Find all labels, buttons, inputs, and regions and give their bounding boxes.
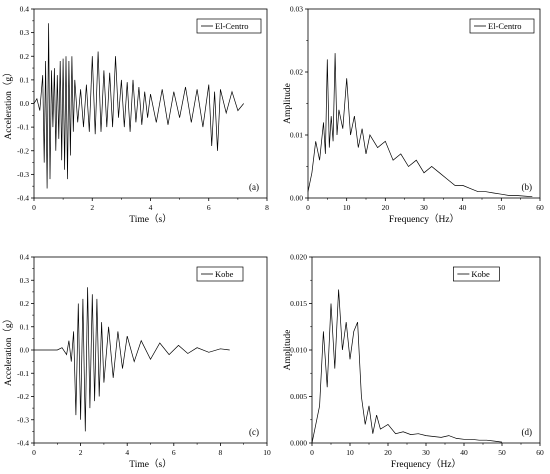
y-tick-label: 0.1 (20, 75, 30, 84)
x-tick-label: 60 (536, 203, 544, 212)
y-tick-label: -0.3 (17, 415, 29, 424)
x-tick-label: 50 (498, 448, 506, 457)
x-tick-label: 8 (265, 203, 269, 212)
y-tick-label: 0.01 (290, 131, 303, 140)
y-tick-label: 0.3 (20, 28, 30, 37)
x-tick-label: 40 (459, 203, 467, 212)
series-line (33, 23, 244, 189)
legend: Kobe (196, 266, 244, 282)
legend-label: Kobe (215, 269, 234, 279)
y-axis-label: Amplitude (283, 330, 293, 371)
y-tick-label: 0.020 (290, 253, 307, 262)
chart-panel-1: 0 2 4 6 8 -0.4 -0.3 -0.2 -0.1 0.0 0.1 0.2 0.3 0.4 Time… (2, 5, 269, 225)
legend-box (196, 266, 244, 282)
legend-label: Kobe (471, 269, 490, 279)
plot-frame (311, 256, 541, 444)
y-axis-label: Acceleration（g） (2, 314, 14, 386)
x-tick-label: 50 (498, 203, 506, 212)
x-tick-label: 60 (536, 448, 544, 457)
series-line (307, 53, 533, 198)
y-axis-label: Acceleration（g） (2, 67, 14, 139)
x-tick-label: 20 (382, 203, 390, 212)
y-tick-label: 0.00 (290, 194, 303, 203)
y-tick-label: 0.4 (20, 253, 30, 262)
y-axis-label: Amplitude (283, 83, 293, 124)
x-tick-label: 0 (32, 448, 36, 457)
x-tick-label: 10 (343, 203, 351, 212)
chart-panel-2: 0 10 20 30 40 50 60 0.00 0.01 0.02 0.03 Frequency（H… (283, 5, 544, 225)
x-axis-label: Time（s） (129, 213, 171, 225)
y-tick-label: 0.0 (20, 99, 30, 108)
legend: Kobe (453, 266, 500, 282)
x-tick-label: 2 (90, 203, 94, 212)
y-tick-label: -0.4 (17, 439, 29, 448)
plot-frame (33, 8, 268, 199)
x-tick-label: 10 (263, 448, 271, 457)
x-axis-label: Time（s） (129, 458, 171, 470)
y-tick-label: -0.4 (17, 194, 29, 203)
legend: El-Centro (196, 18, 262, 34)
x-tick-label: 0 (310, 448, 314, 457)
y-tick-label: -0.2 (17, 146, 29, 155)
x-axis-label: Frequency（Hz） (391, 458, 461, 470)
y-tick-label: 0.015 (290, 299, 307, 308)
chart-panel-4: 0 10 20 30 40 50 60 0.000 0.005 0.010 0.015 0.020 Fr… (283, 253, 544, 470)
y-tick-label: 0.000 (290, 439, 307, 448)
panel-label: (b) (522, 182, 533, 192)
x-tick-label: 10 (346, 448, 354, 457)
y-tick-label: 0.2 (20, 299, 30, 308)
y-tick-label: 0.2 (20, 52, 30, 61)
x-tick-label: 30 (420, 203, 428, 212)
x-tick-label: 6 (207, 203, 211, 212)
y-tick-label: 0.1 (20, 322, 30, 331)
x-tick-label: 6 (172, 448, 176, 457)
x-tick-label: 8 (219, 448, 223, 457)
series-line (34, 287, 230, 432)
x-tick-label: 2 (79, 448, 83, 457)
panel-label: (d) (522, 427, 533, 437)
y-tick-label: -0.1 (17, 369, 29, 378)
legend-label: El-Centro (215, 21, 249, 31)
x-tick-label: 0 (32, 203, 36, 212)
x-axis-label: Frequency（Hz） (389, 213, 459, 225)
x-tick-label: 20 (384, 448, 392, 457)
legend-box (196, 18, 262, 34)
series-line (311, 289, 503, 444)
legend-box (453, 266, 500, 282)
panel-label: (a) (249, 182, 259, 192)
legend-label: El-Centro (488, 21, 522, 31)
legend-box (469, 18, 535, 34)
y-tick-label: 0.010 (290, 346, 307, 355)
y-tick-label: 0.02 (290, 68, 303, 77)
legend: El-Centro (469, 18, 535, 34)
x-tick-label: 4 (125, 448, 129, 457)
panel-label: (c) (249, 427, 259, 437)
x-tick-label: 0 (306, 203, 310, 212)
y-tick-label: 0.03 (290, 5, 303, 14)
y-tick-label: 0.4 (20, 5, 30, 14)
y-tick-label: -0.1 (17, 123, 29, 132)
x-tick-label: 40 (460, 448, 468, 457)
plot-frame (307, 8, 541, 199)
x-tick-label: 30 (422, 448, 430, 457)
y-tick-label: -0.2 (17, 392, 29, 401)
y-tick-label: -0.3 (17, 170, 29, 179)
y-tick-label: 0.005 (290, 392, 307, 401)
x-tick-label: 4 (149, 203, 153, 212)
y-tick-label: 0.0 (20, 346, 30, 355)
chart-panel-3: 0 2 4 6 8 10 -0.4 -0.3 -0.2 -0.1 0.0 0.1 0.2 0.3 0.4 Ti… (2, 253, 271, 470)
y-tick-label: 0.3 (20, 276, 30, 285)
plot-frame (33, 256, 268, 444)
